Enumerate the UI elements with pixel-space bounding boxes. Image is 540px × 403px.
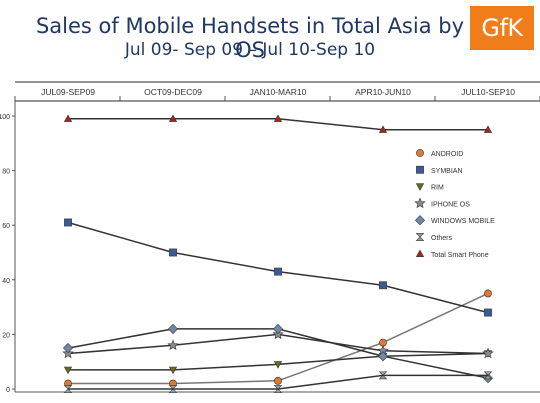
- legend-label: WINDOWS MOBILE: [431, 218, 495, 225]
- y-tick-label: 100: [0, 114, 10, 121]
- data-point-total-smart-phone: [378, 125, 388, 133]
- data-point-windows-mobile: [62, 343, 74, 354]
- data-point-android: [484, 289, 492, 298]
- data-point-total-smart-phone: [483, 125, 493, 133]
- legend-label: Total Smart Phone: [431, 252, 489, 259]
- data-point-windows-mobile: [272, 323, 284, 334]
- legend-label: RIM: [431, 185, 444, 192]
- series-line-symbian: [67, 221, 489, 314]
- chart-title: Sales of Mobile Handsets in Total Asia b…: [35, 14, 465, 62]
- legend-marker: [414, 215, 426, 226]
- data-point-others: [378, 371, 388, 380]
- legend-marker: [416, 165, 424, 174]
- data-point-symbian: [169, 248, 177, 257]
- data-point-symbian: [379, 281, 387, 290]
- data-point-others: [168, 385, 178, 393]
- data-point-symbian: [64, 218, 72, 227]
- data-point-others: [273, 385, 283, 393]
- legend-label: SYMBIAN: [431, 168, 463, 175]
- data-point-windows-mobile: [377, 351, 389, 362]
- data-point-android: [274, 376, 282, 385]
- legend-marker: [414, 197, 426, 209]
- legend-marker: [416, 149, 424, 157]
- legend-marker: [415, 233, 425, 241]
- x-tick-label: APR10-JUN10: [355, 87, 411, 97]
- data-point-symbian: [484, 308, 492, 317]
- x-tick-label: JAN10-MAR10: [250, 87, 307, 97]
- y-tick-label: 60: [2, 223, 10, 230]
- data-point-others: [483, 371, 493, 380]
- data-point-others: [63, 385, 73, 393]
- data-point-windows-mobile: [167, 323, 179, 334]
- data-point-rim: [273, 361, 283, 369]
- y-tick-label: 80: [2, 169, 10, 176]
- y-tick-label: 20: [2, 332, 10, 339]
- data-point-symbian: [274, 267, 282, 276]
- legend-label: IPHONE OS: [431, 201, 470, 208]
- y-tick-label: 0: [6, 387, 10, 394]
- legend-marker: [415, 183, 425, 191]
- data-point-rim: [168, 366, 178, 375]
- x-tick-label: JUL09-SEP09: [41, 87, 95, 97]
- data-point-iphone-os: [482, 347, 494, 359]
- x-tick-label: JUL10-SEP10: [461, 87, 515, 97]
- y-tick-label: 40: [2, 278, 10, 285]
- data-point-total-smart-phone: [168, 114, 178, 122]
- x-tick-label: OCT09-DEC09: [144, 87, 202, 97]
- data-point-total-smart-phone: [63, 114, 73, 122]
- chart-subtitle: Jul 09- Sep 09 – Jul 10-Sep 10: [124, 40, 376, 60]
- gfk-logo: GfK: [470, 6, 534, 50]
- legend-label: Others: [431, 235, 453, 242]
- legend-marker: [415, 249, 425, 257]
- data-point-iphone-os: [167, 339, 179, 351]
- data-point-total-smart-phone: [273, 114, 283, 122]
- legend-label: ANDROID: [431, 151, 463, 158]
- data-point-rim: [63, 366, 73, 375]
